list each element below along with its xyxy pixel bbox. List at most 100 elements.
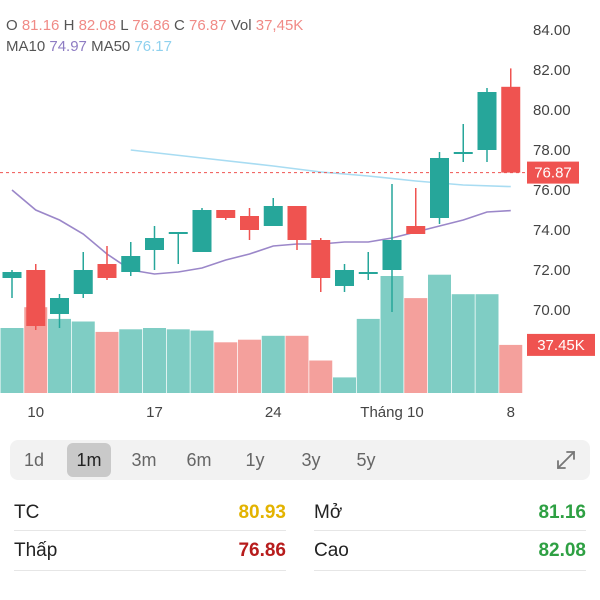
- low-label: L: [120, 17, 129, 34]
- volume-bar: [356, 318, 380, 393]
- period-6m[interactable]: 6m: [186, 450, 212, 470]
- close-value: 76.87: [189, 17, 227, 34]
- y-tick-label: 82.00: [533, 62, 571, 79]
- stat-divider: [314, 570, 586, 571]
- volume-bar: [404, 298, 428, 393]
- ma10-value: 74.97: [49, 38, 87, 55]
- y-tick-label: 72.00: [533, 262, 571, 279]
- volume-bar: [190, 330, 214, 393]
- candle-body: [240, 216, 259, 230]
- y-tick-label: 70.00: [533, 302, 571, 319]
- current-volume-tag: [527, 333, 595, 356]
- candle-body: [453, 152, 473, 154]
- ref-price-value: 80.93: [238, 502, 286, 523]
- ma-readout: MA10 74.97 MA50 76.17: [6, 37, 172, 57]
- stat-divider: [14, 570, 286, 571]
- low-price-value: 76.86: [238, 540, 286, 561]
- open-price-label: Mở: [314, 502, 343, 523]
- candle-body: [501, 86, 521, 173]
- candle-body: [73, 270, 93, 294]
- current-volume-text: 37.45K: [537, 337, 585, 354]
- volume-label: Vol: [230, 17, 252, 34]
- stat-divider: [14, 530, 286, 531]
- open-price-value: 81.16: [538, 502, 586, 523]
- current-price-text: 76.87: [534, 165, 572, 182]
- candle-body: [97, 264, 117, 278]
- candle-body: [26, 270, 46, 326]
- candle-body: [287, 206, 307, 240]
- volume-bar: [428, 274, 451, 393]
- candle-body: [145, 238, 164, 250]
- volume-bar: [261, 335, 285, 393]
- y-tick-label: 74.00: [533, 222, 571, 239]
- volume-bar: [214, 342, 238, 393]
- stat-divider: [314, 530, 586, 531]
- ma10-line: [11, 189, 511, 275]
- open-value: 81.16: [21, 17, 60, 34]
- period-3y[interactable]: 3y: [301, 450, 321, 470]
- ma10-label: MA10: [6, 38, 46, 55]
- candle-body: [2, 272, 22, 278]
- volume-bar: [0, 328, 24, 393]
- candle-body: [263, 206, 283, 226]
- candlestick-chart[interactable]: 84.00 82.00 80.00 78.00 76.00 74.00 72.00 70.00…: [0, 0, 600, 430]
- x-tick-label: 24: [265, 404, 282, 421]
- volume-bar: [285, 335, 309, 393]
- ohlc-readout: O 81.16 H 82.08 L 76.86 C 76.87 Vol 37,4…: [6, 16, 303, 36]
- candle-body: [382, 240, 402, 270]
- high-price-value: 82.08: [538, 540, 586, 561]
- x-tick-label: Tháng 10: [360, 404, 423, 421]
- x-tick-label: 8: [507, 404, 515, 421]
- candle-body: [311, 240, 331, 278]
- candle-body: [430, 158, 449, 218]
- volume-bar: [475, 294, 499, 393]
- candle-body: [477, 92, 497, 150]
- candle-body: [406, 226, 426, 234]
- low-value: 76.86: [132, 17, 170, 34]
- expand-icon[interactable]: [554, 448, 578, 472]
- ref-price-label: TC: [14, 502, 40, 523]
- candle-body: [216, 210, 236, 218]
- current-price-tag: [527, 161, 579, 184]
- period-1y[interactable]: 1y: [245, 450, 265, 470]
- candle-body: [335, 270, 354, 286]
- high-value: 82.08: [78, 17, 117, 34]
- volume-bar: [333, 377, 356, 393]
- period-5y[interactable]: 5y: [356, 450, 376, 470]
- candle-body: [50, 298, 69, 314]
- close-label: C: [173, 17, 185, 34]
- volume-bar: [238, 339, 261, 393]
- candle-body: [358, 272, 378, 274]
- period-1m[interactable]: 1m: [67, 443, 111, 477]
- volume-bar: [119, 329, 143, 393]
- y-tick-label: 84.00: [533, 22, 571, 39]
- high-label: H: [63, 17, 75, 34]
- volume-bar: [48, 318, 71, 393]
- y-tick-label: 80.00: [533, 102, 571, 119]
- y-tick-label: 78.00: [533, 142, 571, 159]
- volume-bar: [380, 276, 404, 393]
- volume-bar: [24, 307, 48, 393]
- volume-bar: [499, 344, 523, 393]
- period-1d[interactable]: 1d: [23, 450, 45, 470]
- period-3m[interactable]: 3m: [131, 450, 157, 470]
- y-tick-label: 76.00: [533, 182, 571, 199]
- volume-bar: [309, 360, 333, 393]
- open-label: O: [6, 17, 18, 34]
- volume-bar: [95, 331, 119, 393]
- ma50-line: [130, 149, 511, 188]
- candle-body: [192, 210, 212, 252]
- high-price-label: Cao: [314, 540, 349, 561]
- x-tick-label: 17: [146, 404, 163, 421]
- volume-bar: [71, 321, 95, 393]
- candle-body: [168, 232, 188, 234]
- candle-body: [121, 256, 141, 272]
- x-tick-label: 10: [27, 404, 44, 421]
- ma50-label: MA50: [91, 38, 131, 55]
- ma50-value: 76.17: [134, 38, 172, 55]
- volume-bar: [451, 294, 475, 393]
- volume-bar: [143, 328, 166, 393]
- volume-bar: [166, 329, 190, 393]
- low-price-label: Thấp: [14, 540, 58, 561]
- volume-value: 37,45K: [255, 17, 304, 34]
